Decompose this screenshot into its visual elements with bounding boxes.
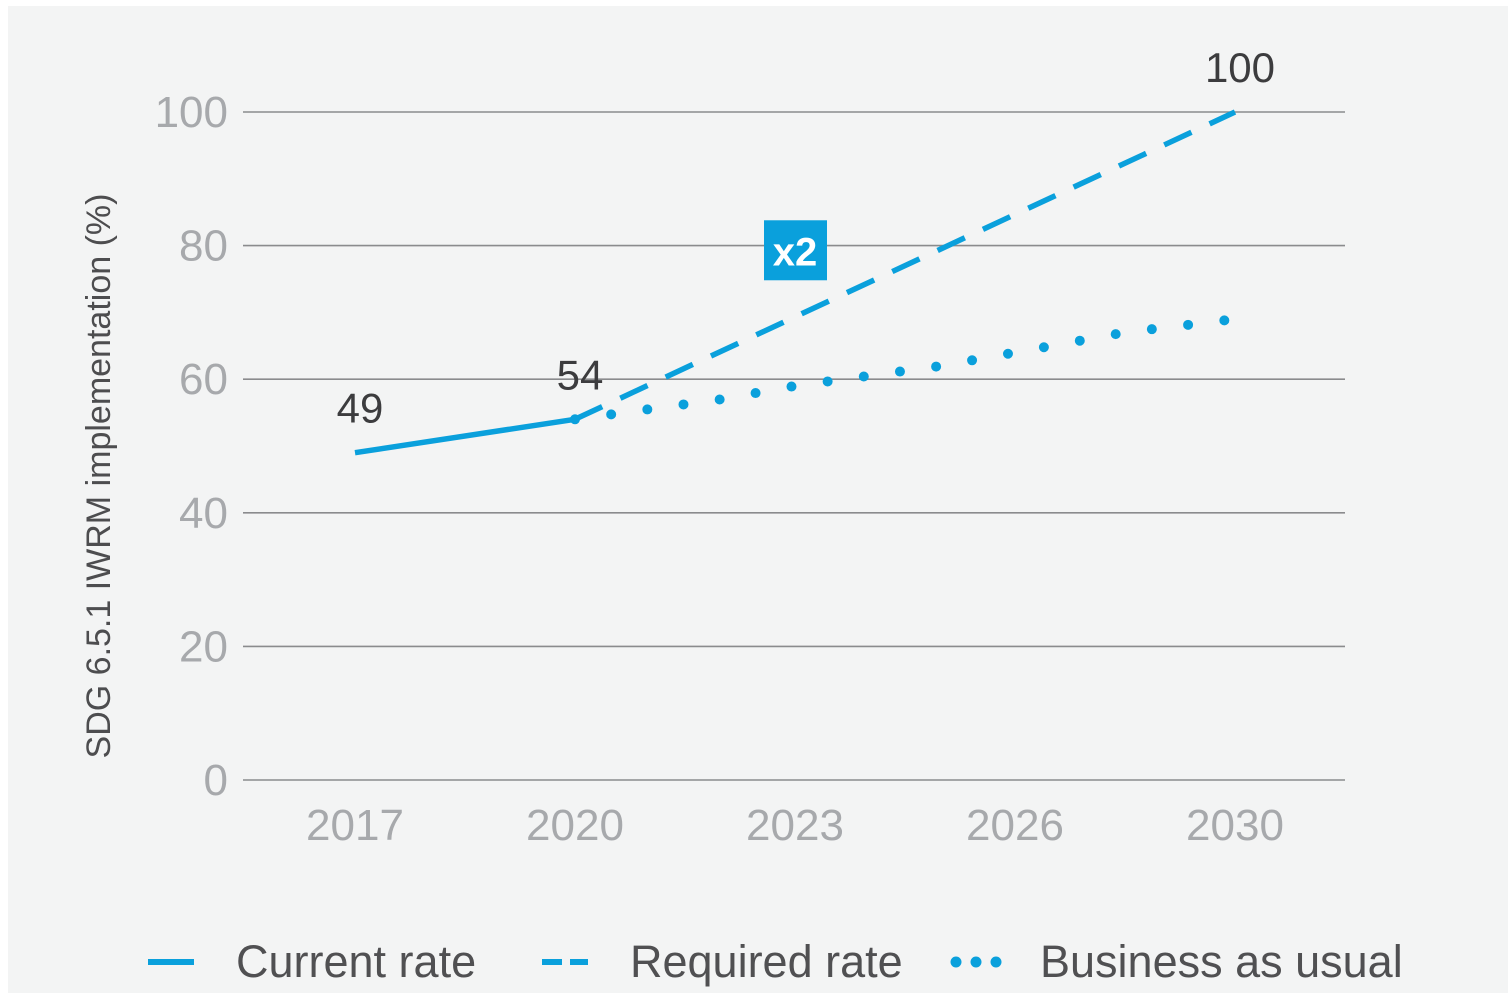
data-label: 100 bbox=[1205, 44, 1275, 91]
x-tick-label: 2023 bbox=[746, 801, 844, 850]
y-tick-label: 80 bbox=[179, 222, 228, 271]
series-group bbox=[354, 109, 1240, 456]
gridlines bbox=[243, 111, 1345, 781]
multiplier-badge-label: x2 bbox=[773, 230, 818, 274]
y-tick-label: 0 bbox=[204, 756, 228, 805]
x-tick-label: 2017 bbox=[306, 801, 404, 850]
data-labels: 49 54 100 bbox=[337, 44, 1275, 432]
y-axis-label: SDG 6.5.1 IWRM implementation (%) bbox=[80, 194, 118, 759]
y-tick-label: 40 bbox=[179, 489, 228, 538]
y-axis-ticks: 0 20 40 60 80 100 bbox=[155, 88, 228, 805]
y-tick-label: 20 bbox=[179, 622, 228, 671]
data-label: 54 bbox=[557, 351, 604, 398]
legend-label: Required rate bbox=[630, 936, 903, 987]
legend: Current rate Required rate Business as usu… bbox=[148, 936, 1403, 987]
multiplier-badge: x2 bbox=[764, 220, 827, 281]
series-line-business-as-usual bbox=[570, 314, 1240, 425]
data-label: 49 bbox=[337, 385, 384, 432]
y-tick-label: 100 bbox=[155, 88, 228, 137]
multiplier-badge-box bbox=[764, 220, 827, 281]
legend-label: Current rate bbox=[236, 936, 476, 987]
x-tick-label: 2020 bbox=[526, 801, 624, 850]
x-tick-label: 2026 bbox=[966, 801, 1064, 850]
legend-label: Business as usual bbox=[1040, 936, 1403, 987]
x-tick-label: 2030 bbox=[1186, 801, 1284, 850]
x-axis-ticks: 2017 2020 2023 2026 2030 bbox=[306, 801, 1284, 850]
chart-panel bbox=[8, 6, 1508, 993]
series-line-current-rate bbox=[354, 416, 576, 456]
series-line-required-rate bbox=[573, 109, 1237, 422]
y-tick-label: 60 bbox=[179, 355, 228, 404]
